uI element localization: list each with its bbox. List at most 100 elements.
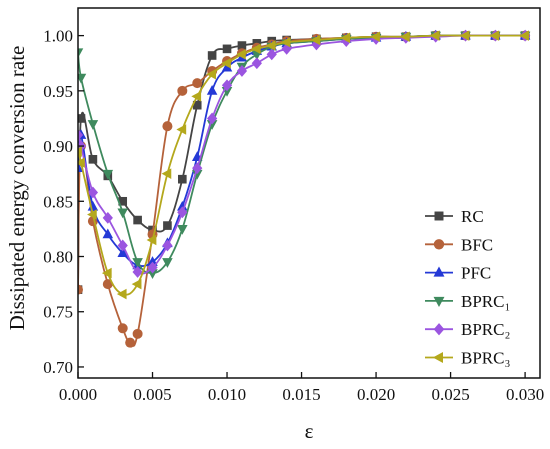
data-point [266,48,277,61]
data-point [207,51,217,60]
y-tick-label: 1.00 [43,27,73,46]
data-point [78,129,84,141]
legend-marker [433,323,445,336]
x-tick-label: 0.015 [282,385,320,404]
data-point [78,114,86,123]
data-point [147,261,158,274]
data-point [221,57,231,69]
data-point [163,221,172,230]
legend-item: PFC [425,264,491,283]
series-line [78,34,526,274]
data-point [280,36,291,48]
data-point [236,65,248,77]
x-tick-label: 0.025 [431,385,469,404]
data-point [162,121,173,132]
data-point [489,30,500,41]
data-point [459,30,470,41]
legend-item: BPRC₃ [425,349,510,368]
series-line [78,34,526,296]
data-point [78,157,85,168]
data-point [117,247,128,258]
data-point [117,323,128,334]
data-point [86,209,97,220]
legend-item: BPRC₂ [425,320,510,339]
series-line [78,34,526,347]
data-point [206,84,218,95]
data-point [133,215,142,225]
legend-label: BPRC₃ [461,349,510,368]
x-tick-label: 0.020 [357,385,395,404]
data-point [370,31,380,42]
data-point [132,258,143,268]
legend-label: PFC [461,264,491,283]
data-point [176,124,187,135]
legend-marker [432,352,444,363]
data-point [177,85,188,96]
legend-label: BPRC₁ [461,292,510,311]
axes: 0.000 0.005 0.010 0.015 0.020 0.025 0.030 0.70 0… [43,27,544,404]
data-point [250,43,261,55]
y-tick-label: 0.70 [43,358,73,377]
x-tick-label: 0.030 [506,385,544,404]
legend-item: BPRC₁ [425,292,510,311]
y-tick-label: 0.95 [43,82,73,101]
data-point [281,42,292,55]
legend: RC BFC PFC BPRC₁ BPRC₂ BPRC₃ [425,207,510,368]
data-point [78,162,84,173]
plot-series [78,29,531,348]
series-3 [78,29,531,270]
data-point [78,48,84,59]
data-point [251,57,262,70]
data-point [399,31,410,42]
data-point [87,186,99,199]
legend-marker [433,239,445,250]
data-point [131,278,142,290]
y-tick-label: 0.85 [43,192,73,211]
legend-label: RC [461,207,484,226]
legend-item: BFC [425,235,493,254]
data-point [87,120,99,130]
data-point [192,162,203,175]
y-tick-label: 0.75 [43,303,73,322]
legend-marker [433,266,445,277]
data-point [192,78,203,89]
legend-marker [434,211,444,221]
data-point [102,211,113,224]
data-point [146,234,157,246]
data-point [78,146,82,157]
x-tick-label: 0.005 [133,385,171,404]
data-point [116,288,127,300]
data-point [177,206,188,219]
data-point [162,239,173,252]
y-tick-label: 0.80 [43,248,73,267]
data-point [117,208,128,219]
legend-label: BPRC₂ [461,320,510,339]
legend-label: BFC [461,235,493,254]
data-point [125,337,136,348]
series-line [78,34,526,290]
legend-item: RC [425,207,484,226]
legend-marker [433,296,445,308]
data-point [519,30,529,41]
data-point [102,228,114,239]
x-tick-label: 0.010 [208,385,246,404]
series-6 [78,30,529,300]
data-point [206,68,216,80]
data-point [222,44,232,54]
data-point [265,40,276,51]
data-point [191,91,202,102]
data-point [132,266,143,278]
x-axis-title: ε [305,419,314,443]
data-point [102,169,114,180]
y-axis-title: Dissipated energy conversion rate [5,46,29,331]
series-line [78,34,526,267]
data-point [117,239,128,252]
x-tick-label: 0.000 [59,385,97,404]
data-point [101,267,112,279]
data-point [178,174,187,184]
data-point [162,258,173,268]
data-point [161,168,172,179]
data-point [177,225,188,235]
data-point [340,32,351,44]
